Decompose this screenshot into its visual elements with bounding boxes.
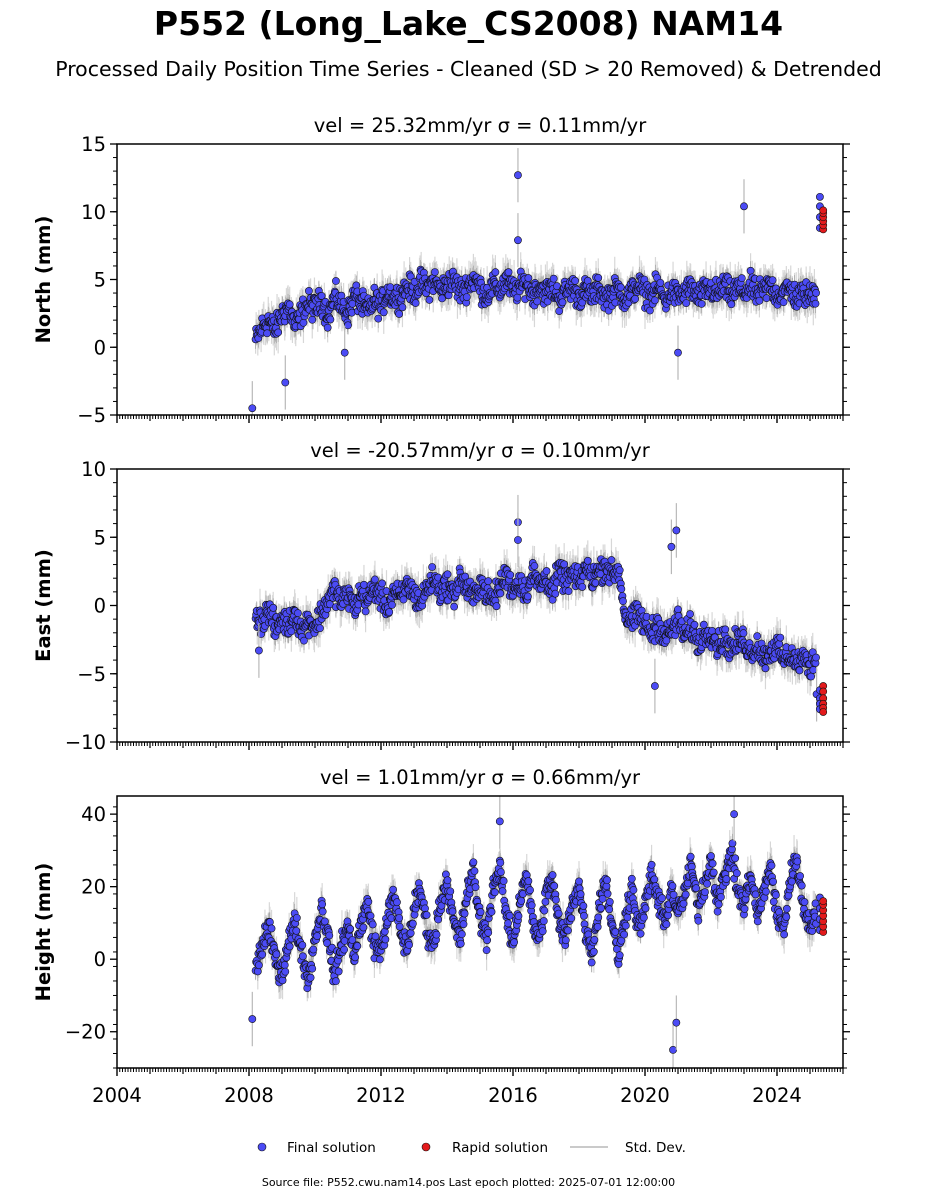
final-point [682, 299, 691, 308]
final-point [768, 276, 777, 285]
final-point [578, 298, 587, 307]
final-point [462, 293, 471, 302]
final-point [594, 273, 603, 282]
figure-subtitle: Processed Daily Position Time Series - C… [55, 57, 882, 81]
final-point [374, 314, 383, 323]
y-tick-label: 15 [81, 133, 106, 156]
final-point [406, 272, 415, 281]
final-point [281, 378, 290, 387]
plot-area [251, 494, 828, 722]
final-point [779, 298, 788, 307]
final-point [697, 299, 706, 308]
final-point [248, 404, 257, 413]
final-point [326, 315, 335, 324]
final-point [816, 192, 824, 201]
y-axis-label: East (mm) [32, 549, 55, 662]
plot-area [248, 148, 828, 415]
rapid-point [819, 206, 828, 215]
final-solution-series [251, 265, 820, 344]
final-point [746, 266, 755, 275]
final-point [727, 300, 736, 309]
y-tick-label: 10 [81, 201, 106, 224]
final-point [263, 329, 272, 338]
final-point [533, 297, 542, 306]
final-point [430, 268, 439, 276]
final-point [299, 318, 308, 327]
panel-2: vel = -20.57mm/yr σ = 0.10mm/yr East (mm)… [32, 439, 850, 754]
final-point [504, 268, 513, 277]
final-point [558, 298, 567, 307]
final-point [646, 306, 654, 315]
final-point [514, 171, 522, 180]
panel-title: vel = -20.57mm/yr σ = 0.10mm/yr [310, 439, 650, 462]
final-point [571, 276, 580, 285]
final-point [755, 296, 764, 305]
final-point [513, 293, 522, 302]
final-point [425, 296, 434, 304]
y-tick-label: −5 [77, 404, 106, 427]
final-point [656, 278, 665, 287]
final-point [674, 348, 682, 357]
figure-title: P552 (Long_Lake_CS2008) NAM14 [153, 4, 784, 43]
final-point [514, 236, 522, 245]
final-point [411, 299, 420, 307]
final-point [340, 348, 349, 357]
final-point [317, 291, 326, 300]
final-point [616, 283, 625, 292]
final-point [812, 289, 820, 297]
final-point [305, 287, 313, 295]
final-point [651, 296, 659, 305]
final-point [398, 303, 407, 312]
final-point [631, 294, 639, 303]
final-point [344, 321, 352, 330]
final-point [323, 323, 332, 332]
final-point [737, 274, 746, 283]
final-point [395, 310, 404, 318]
y-tick-label: 5 [94, 269, 106, 292]
final-point [491, 268, 500, 277]
final-point [379, 308, 388, 317]
final-point [549, 274, 558, 283]
y-tick-label: 0 [94, 336, 106, 359]
final-point [811, 299, 820, 308]
y-axis-label: North (mm) [32, 216, 55, 344]
final-point [285, 300, 294, 309]
final-point [308, 315, 317, 324]
panel-title: vel = 25.32mm/yr σ = 0.11mm/yr [314, 114, 647, 137]
panel-1: vel = 25.32mm/yr σ = 0.11mm/yr North (mm)… [32, 114, 850, 427]
final-point [555, 307, 564, 315]
final-point [762, 294, 771, 303]
final-point [331, 277, 340, 285]
final-point [524, 274, 533, 282]
final-point [740, 202, 748, 211]
final-point [274, 328, 283, 337]
